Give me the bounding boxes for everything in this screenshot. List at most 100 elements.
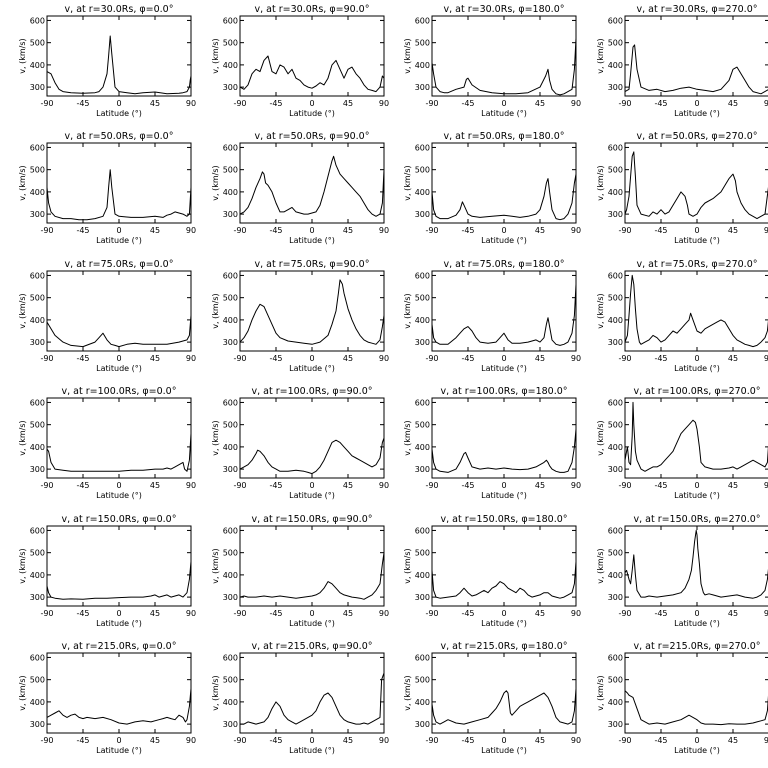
y-axis-label: v, (km/s) bbox=[211, 293, 220, 328]
chart-title: v, at r=150.0Rs, φ=0.0° bbox=[62, 514, 177, 525]
y-tick-label: 600 bbox=[415, 526, 430, 535]
panel-12: v, at r=100.0Rs, φ=0.0° Latitude (°) v, (k… bbox=[18, 386, 196, 500]
y-axis-label: v, (km/s) bbox=[403, 293, 412, 328]
panel-0: v, at r=30.0Rs, φ=0.0° Latitude (°) v, (km… bbox=[18, 4, 196, 118]
y-tick-label: 400 bbox=[223, 61, 238, 70]
x-tick-label: 45 bbox=[150, 99, 160, 108]
series-line bbox=[46, 561, 192, 600]
y-tick-label: 300 bbox=[608, 83, 623, 92]
chart-title: v, at r=215.0Rs, φ=0.0° bbox=[62, 641, 177, 652]
x-axis-label: Latitude (°) bbox=[96, 364, 142, 373]
x-tick-label: -45 bbox=[269, 99, 282, 108]
x-tick-label: 45 bbox=[535, 481, 545, 490]
series-line bbox=[624, 274, 768, 348]
x-tick-label: 0 bbox=[694, 226, 699, 235]
x-tick-label: 0 bbox=[309, 99, 314, 108]
plot-frame bbox=[239, 397, 385, 479]
plot-frame bbox=[239, 652, 385, 734]
x-tick-label: 45 bbox=[343, 609, 353, 618]
y-axis-label: v, (km/s) bbox=[18, 165, 27, 200]
x-tick-label: -90 bbox=[233, 99, 246, 108]
x-tick-label: -45 bbox=[76, 481, 89, 490]
y-tick-label: 500 bbox=[415, 421, 430, 430]
panel-6: v, at r=50.0Rs, φ=180.0° Latitude (°) v, (… bbox=[403, 131, 581, 245]
plot-frame bbox=[46, 15, 192, 97]
y-tick-label: 300 bbox=[415, 83, 430, 92]
chart-title: v, at r=75.0Rs, φ=270.0° bbox=[636, 259, 757, 270]
series-line bbox=[46, 35, 192, 95]
y-tick-label: 300 bbox=[223, 210, 238, 219]
plot-frame bbox=[46, 525, 192, 607]
x-tick-label: 0 bbox=[116, 99, 121, 108]
panel-2: v, at r=30.0Rs, φ=180.0° Latitude (°) v, (… bbox=[403, 4, 581, 118]
x-tick-label: 45 bbox=[728, 99, 738, 108]
x-tick-label: 45 bbox=[728, 226, 738, 235]
x-tick-label: 0 bbox=[501, 736, 506, 745]
y-tick-label: 600 bbox=[608, 271, 623, 280]
y-tick-label: 600 bbox=[608, 526, 623, 535]
panel-15: v, at r=100.0Rs, φ=270.0° Latitude (°) v, … bbox=[596, 386, 768, 500]
x-tick-label: -45 bbox=[654, 609, 667, 618]
x-axis-label: Latitude (°) bbox=[289, 619, 335, 628]
panel-10: v, at r=75.0Rs, φ=180.0° Latitude (°) v, (… bbox=[403, 259, 581, 373]
plot-frame bbox=[431, 397, 577, 479]
x-tick-label: -45 bbox=[654, 226, 667, 235]
y-axis-label: v, (km/s) bbox=[403, 548, 412, 583]
y-tick-label: 400 bbox=[608, 316, 623, 325]
y-axis-label: v, (km/s) bbox=[596, 38, 605, 73]
y-tick-label: 300 bbox=[608, 338, 623, 347]
x-tick-label: -45 bbox=[461, 736, 474, 745]
y-tick-label: 300 bbox=[30, 338, 45, 347]
y-tick-label: 600 bbox=[223, 653, 238, 662]
y-tick-label: 400 bbox=[415, 571, 430, 580]
y-tick-label: 500 bbox=[30, 39, 45, 48]
chart-title: v, at r=50.0Rs, φ=270.0° bbox=[636, 131, 757, 142]
x-tick-label: 90 bbox=[379, 736, 389, 745]
x-tick-label: 45 bbox=[535, 354, 545, 363]
x-tick-label: -90 bbox=[618, 226, 631, 235]
chart-title: v, at r=150.0Rs, φ=180.0° bbox=[440, 514, 567, 525]
panel-5: v, at r=50.0Rs, φ=90.0° Latitude (°) v, (k… bbox=[211, 131, 389, 245]
plot-frame bbox=[239, 270, 385, 352]
series-line bbox=[624, 44, 768, 95]
panel-7: v, at r=50.0Rs, φ=270.0° Latitude (°) v, (… bbox=[596, 131, 768, 245]
chart-title: v, at r=100.0Rs, φ=180.0° bbox=[440, 386, 567, 397]
panel-22: v, at r=215.0Rs, φ=180.0° Latitude (°) v, … bbox=[403, 641, 581, 755]
y-axis-label: v, (km/s) bbox=[596, 293, 605, 328]
y-axis-label: v, (km/s) bbox=[596, 165, 605, 200]
chart-title: v, at r=50.0Rs, φ=0.0° bbox=[65, 131, 174, 142]
panel-14: v, at r=100.0Rs, φ=180.0° Latitude (°) v, … bbox=[403, 386, 581, 500]
x-tick-label: -45 bbox=[654, 736, 667, 745]
x-axis-label: Latitude (°) bbox=[289, 746, 335, 755]
y-tick-label: 400 bbox=[415, 316, 430, 325]
x-tick-label: -90 bbox=[425, 99, 438, 108]
y-tick-label: 600 bbox=[608, 653, 623, 662]
x-tick-label: -45 bbox=[269, 354, 282, 363]
x-axis-label: Latitude (°) bbox=[96, 746, 142, 755]
x-tick-label: -45 bbox=[269, 481, 282, 490]
x-tick-label: 0 bbox=[501, 226, 506, 235]
x-tick-label: 0 bbox=[116, 481, 121, 490]
x-tick-label: 90 bbox=[186, 354, 196, 363]
y-tick-label: 300 bbox=[223, 465, 238, 474]
x-tick-label: -45 bbox=[76, 736, 89, 745]
x-tick-label: 90 bbox=[571, 736, 581, 745]
x-tick-label: -90 bbox=[233, 609, 246, 618]
y-tick-label: 500 bbox=[223, 294, 238, 303]
x-tick-label: 90 bbox=[764, 99, 768, 108]
panel-19: v, at r=150.0Rs, φ=270.0° Latitude (°) v, … bbox=[596, 514, 768, 628]
y-tick-label: 400 bbox=[608, 443, 623, 452]
y-tick-label: 500 bbox=[30, 166, 45, 175]
x-tick-label: 45 bbox=[343, 226, 353, 235]
series-line bbox=[431, 688, 577, 725]
x-tick-label: 90 bbox=[379, 226, 389, 235]
panel-20: v, at r=215.0Rs, φ=0.0° Latitude (°) v, (k… bbox=[18, 641, 196, 755]
y-tick-label: 300 bbox=[415, 338, 430, 347]
y-tick-label: 600 bbox=[223, 398, 238, 407]
x-tick-label: 45 bbox=[728, 354, 738, 363]
y-tick-label: 600 bbox=[608, 16, 623, 25]
plot-frame bbox=[624, 270, 768, 352]
y-tick-label: 500 bbox=[608, 166, 623, 175]
y-tick-label: 300 bbox=[608, 210, 623, 219]
x-tick-label: 0 bbox=[501, 481, 506, 490]
